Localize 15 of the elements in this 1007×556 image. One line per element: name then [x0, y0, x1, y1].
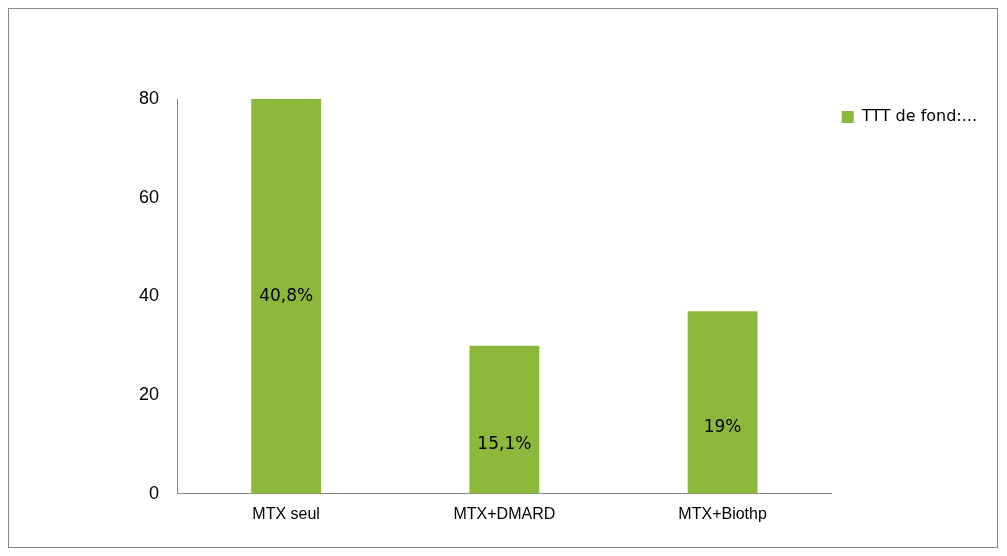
- y-tick-label: 60: [138, 186, 160, 207]
- x-tick-label: MTX+Biothp: [678, 504, 767, 522]
- annotation: 19%: [703, 415, 742, 436]
- annotation: 40,8%: [259, 284, 314, 305]
- y-tick-label: 40: [138, 285, 160, 306]
- annotation: 15,1%: [477, 433, 532, 454]
- legend-label: TTT de fond:...: [860, 106, 977, 126]
- x-tick-label: MTX+DMARD: [453, 504, 556, 522]
- bar: [469, 345, 540, 494]
- x-tick-label: MTX seul: [252, 504, 320, 522]
- y-tick-label: 0: [149, 482, 160, 503]
- y-tick-label: 80: [138, 87, 160, 108]
- bar: [251, 99, 322, 494]
- y-tick-label: 20: [138, 384, 160, 405]
- bar: [687, 311, 758, 494]
